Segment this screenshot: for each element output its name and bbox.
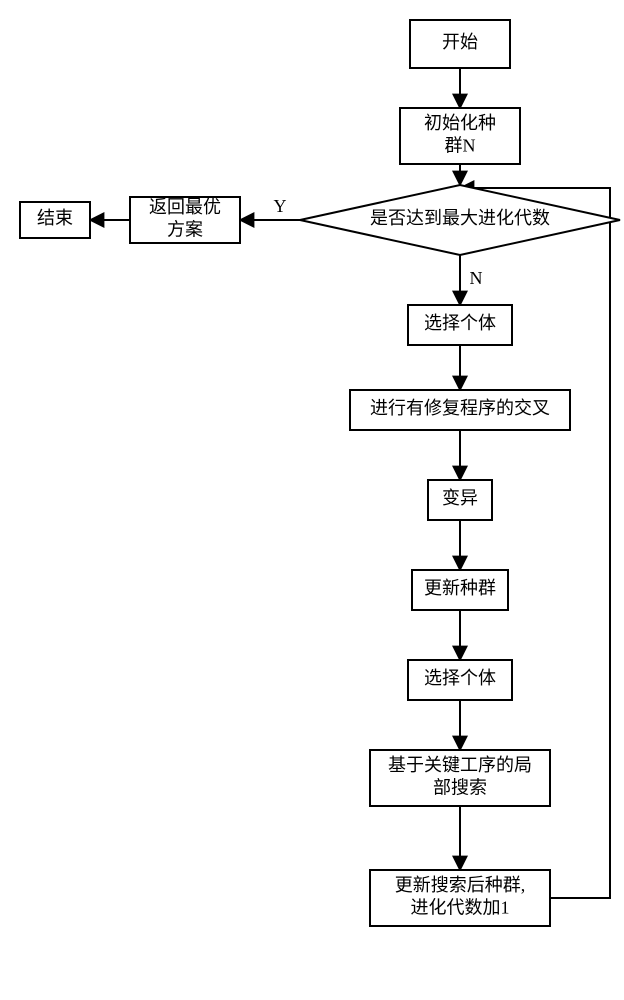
edge-label-Y: Y [274, 196, 287, 216]
node-update2: 更新搜索后种群,进化代数加1 [370, 870, 550, 926]
node-crossover-line0: 进行有修复程序的交叉 [370, 398, 550, 418]
node-update1-line0: 更新种群 [424, 578, 496, 598]
node-local-line0: 基于关键工序的局 [388, 755, 532, 775]
node-init-line1: 群N [445, 135, 476, 155]
node-end: 结束 [20, 202, 90, 238]
node-local: 基于关键工序的局部搜索 [370, 750, 550, 806]
node-end-line0: 结束 [37, 208, 73, 228]
node-update2-line0: 更新搜索后种群, [395, 875, 526, 895]
node-return-line0: 返回最优 [149, 197, 221, 217]
node-start: 开始 [410, 20, 510, 68]
node-decision-line0: 是否达到最大进化代数 [370, 208, 550, 228]
node-start-line0: 开始 [442, 32, 478, 52]
node-return-line1: 方案 [167, 219, 203, 239]
node-mutation-line0: 变异 [442, 488, 478, 508]
node-decision: 是否达到最大进化代数 [300, 185, 620, 255]
node-init-line0: 初始化种 [424, 113, 496, 133]
node-return: 返回最优方案 [130, 197, 240, 243]
node-select2-line0: 选择个体 [424, 668, 496, 688]
node-mutation: 变异 [428, 480, 492, 520]
node-update2-line1: 进化代数加1 [411, 897, 510, 917]
node-select1-line0: 选择个体 [424, 313, 496, 333]
node-select2: 选择个体 [408, 660, 512, 700]
node-local-line1: 部搜索 [433, 777, 487, 797]
node-crossover: 进行有修复程序的交叉 [350, 390, 570, 430]
edge-label-N: N [470, 268, 483, 288]
node-update1: 更新种群 [412, 570, 508, 610]
node-select1: 选择个体 [408, 305, 512, 345]
node-init: 初始化种群N [400, 108, 520, 164]
